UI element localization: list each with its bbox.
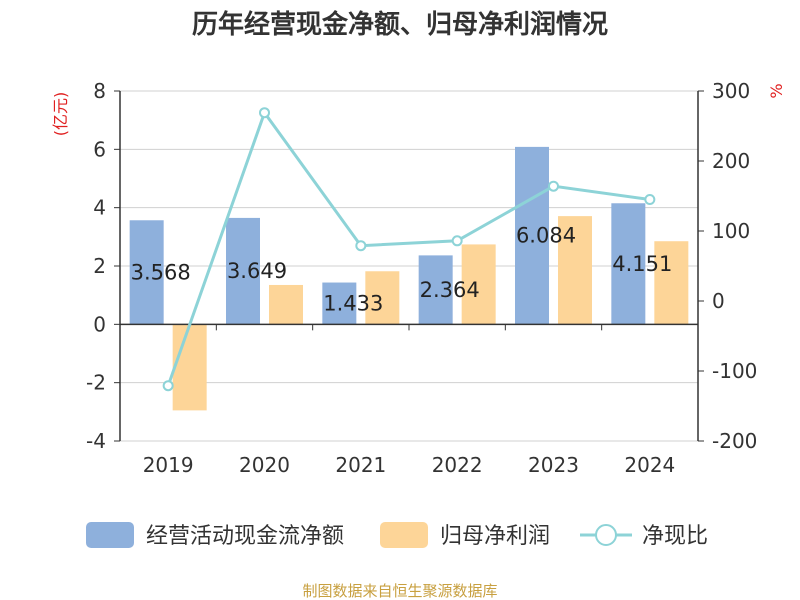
data-label: 1.433 xyxy=(323,291,383,315)
bars xyxy=(129,146,689,411)
legend-swatch-ratio-marker xyxy=(595,524,617,546)
right-tick-label: 200 xyxy=(712,149,750,173)
bar-operating-cash-flow xyxy=(129,220,164,325)
legend-swatch-operating-cash-flow xyxy=(86,522,134,548)
ratio-point xyxy=(644,194,656,205)
legend-label-operating-cash-flow: 经营活动现金流净额 xyxy=(146,524,344,549)
ratio-point xyxy=(355,240,367,252)
right-tick-label: -100 xyxy=(712,359,757,383)
bar-net-profit xyxy=(365,271,400,325)
ratio-point xyxy=(162,380,174,392)
left-tick-label: 2 xyxy=(93,254,106,278)
data-label: 3.568 xyxy=(131,260,191,284)
data-labels: 3.568 3.649 1.433 2.364 6.084 4.151 xyxy=(131,224,673,316)
left-tick-label: -4 xyxy=(86,429,106,453)
legend-swatch-net-profit xyxy=(380,522,428,548)
axes xyxy=(114,90,704,442)
ratio-point xyxy=(548,180,559,192)
bar-net-profit xyxy=(558,216,592,325)
bar-operating-cash-flow xyxy=(418,255,453,325)
source-note: 制图数据来自恒生聚源数据库 xyxy=(302,582,497,600)
gridlines xyxy=(120,90,698,442)
bar-operating-cash-flow xyxy=(611,203,646,325)
left-tick-label: 0 xyxy=(93,312,106,336)
data-label: 6.084 xyxy=(516,224,576,248)
right-tick-label: 0 xyxy=(712,289,725,313)
right-axis-unit: % xyxy=(767,83,786,98)
tick-labels: 8 6 4 2 0 -2 -4 300 200 100 0 -100 -200 2019 2020 2021 2… xyxy=(86,79,757,477)
bar-operating-cash-flow xyxy=(226,217,260,325)
data-label: 4.151 xyxy=(612,252,672,276)
left-axis-unit: (亿元) xyxy=(51,92,70,137)
ratio-line xyxy=(162,107,656,392)
x-tick-label: 2019 xyxy=(143,453,194,477)
right-tick-label: 300 xyxy=(712,79,750,103)
ratio-point xyxy=(451,235,463,247)
right-tick-label: 100 xyxy=(712,219,750,243)
legend-label-net-profit: 归母净利润 xyxy=(440,524,550,549)
ratio-point xyxy=(259,107,270,119)
legend: 经营活动现金流净额 归母净利润 净现比 xyxy=(86,522,708,549)
x-tick-label: 2022 xyxy=(432,453,483,477)
bar-net-profit xyxy=(461,244,496,325)
bar-operating-cash-flow xyxy=(515,146,549,325)
legend-label-ratio: 净现比 xyxy=(642,524,708,549)
x-tick-label: 2020 xyxy=(239,453,290,477)
left-tick-label: 8 xyxy=(93,79,106,103)
ratio-line-path xyxy=(166,109,651,387)
left-tick-label: -2 xyxy=(86,371,106,395)
bar-net-profit xyxy=(172,324,207,411)
x-tick-label: 2023 xyxy=(528,453,579,477)
chart-title: 历年经营现金净额、归母净利润情况 xyxy=(192,9,608,40)
data-label: 2.364 xyxy=(420,278,480,302)
bar-operating-cash-flow xyxy=(322,282,357,325)
bar-net-profit xyxy=(654,241,689,325)
right-tick-label: -200 xyxy=(712,429,757,453)
x-tick-label: 2024 xyxy=(624,453,675,477)
bar-net-profit xyxy=(269,284,303,325)
data-label: 3.649 xyxy=(227,259,287,283)
x-tick-label: 2021 xyxy=(335,453,386,477)
left-tick-label: 4 xyxy=(93,196,106,220)
left-tick-label: 6 xyxy=(93,137,106,161)
